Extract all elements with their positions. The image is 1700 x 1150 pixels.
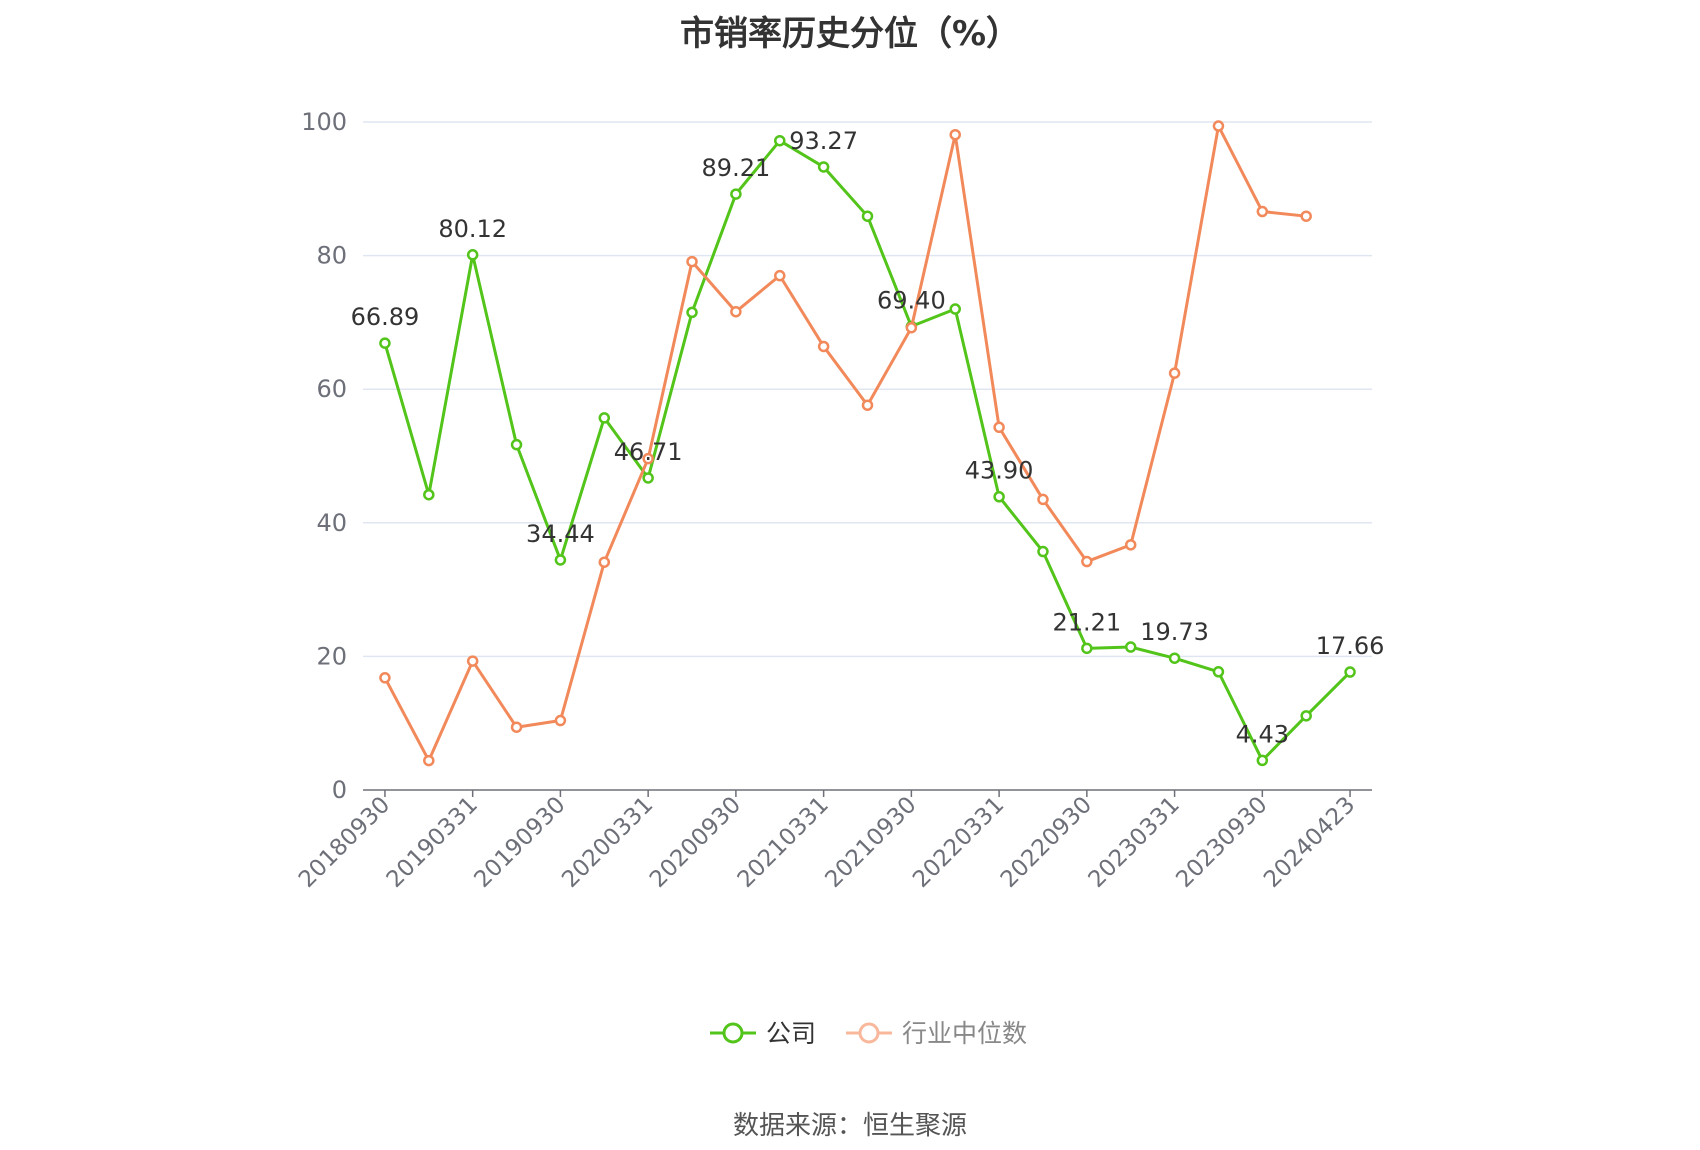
- data-label: 69.40: [877, 286, 946, 314]
- data-point[interactable]: [642, 452, 654, 465]
- data-point[interactable]: [1124, 539, 1137, 551]
- data-point[interactable]: [598, 556, 611, 568]
- y-tick-label: 0: [332, 776, 347, 804]
- data-point[interactable]: [554, 554, 567, 566]
- x-tick-label: 20230331: [1084, 792, 1185, 893]
- data-point[interactable]: [510, 721, 523, 733]
- y-tick-label: 80: [316, 242, 347, 270]
- x-tick-label: 20220331: [908, 792, 1009, 893]
- x-tick-label: 20190331: [382, 792, 483, 893]
- x-tick-label: 20200930: [645, 792, 746, 893]
- data-label: 21.21: [1052, 608, 1121, 636]
- series-line-1: [383, 124, 1307, 763]
- chart-title: 市销率历史分位（%）: [679, 14, 1021, 54]
- legend-marker: [722, 1022, 744, 1044]
- data-point[interactable]: [905, 321, 918, 334]
- grid-layer: [363, 121, 1372, 658]
- legend-label: 公司: [766, 1019, 816, 1048]
- data-label: 4.43: [1236, 720, 1289, 748]
- data-label: 17.66: [1316, 632, 1385, 660]
- data-point[interactable]: [993, 490, 1005, 503]
- data-point[interactable]: [1168, 652, 1181, 664]
- data-point[interactable]: [1124, 641, 1137, 653]
- data-label: 66.89: [351, 303, 420, 331]
- data-point[interactable]: [598, 412, 611, 424]
- data-label: 93.27: [789, 127, 858, 155]
- data-point[interactable]: [730, 188, 742, 200]
- data-point[interactable]: [730, 305, 742, 318]
- data-point[interactable]: [686, 306, 698, 319]
- y-tick-label: 100: [301, 108, 347, 136]
- data-point[interactable]: [554, 714, 567, 727]
- data-point[interactable]: [1212, 666, 1225, 678]
- x-tick-label: 20190930: [469, 792, 570, 893]
- y-tick-label: 20: [316, 642, 347, 670]
- label-layer: 66.89 80.12 34.44 46.71 89.21 93.27 69.40 43.90…: [351, 127, 1385, 748]
- data-point[interactable]: [642, 472, 654, 484]
- x-tick-label: 20220930: [996, 792, 1097, 893]
- data-point[interactable]: [774, 134, 786, 147]
- data-point[interactable]: [817, 340, 830, 353]
- data-label: 46.71: [614, 438, 683, 466]
- data-point[interactable]: [1168, 367, 1181, 379]
- data-source: 数据来源：恒生聚源: [732, 1111, 967, 1141]
- x-tick-label: 20240423: [1259, 792, 1360, 893]
- data-point[interactable]: [1081, 642, 1093, 655]
- data-point[interactable]: [774, 269, 786, 282]
- data-point[interactable]: [1300, 210, 1312, 222]
- data-point[interactable]: [379, 337, 391, 349]
- data-point[interactable]: [1037, 545, 1049, 558]
- x-tick-label: 20180930: [294, 792, 395, 893]
- data-label: 89.21: [702, 154, 771, 182]
- data-point[interactable]: [379, 672, 391, 684]
- x-tick-label: 20210331: [733, 792, 834, 893]
- legend-marker: [858, 1022, 880, 1044]
- x-tick-label: 20200331: [557, 792, 658, 893]
- data-point[interactable]: [1300, 710, 1312, 722]
- legend[interactable]: 公司 行业中位数: [710, 1019, 1027, 1048]
- legend-item-0[interactable]: 公司: [710, 1019, 816, 1048]
- legend-label: 行业中位数: [902, 1019, 1027, 1048]
- data-point[interactable]: [1081, 555, 1093, 568]
- y-tick-label: 60: [316, 375, 347, 403]
- data-point[interactable]: [949, 303, 961, 315]
- y-tick-label: 40: [316, 509, 347, 537]
- data-point[interactable]: [466, 655, 479, 667]
- data-point[interactable]: [686, 255, 698, 268]
- data-point[interactable]: [1212, 120, 1225, 132]
- data-point[interactable]: [423, 754, 435, 767]
- data-point[interactable]: [1256, 205, 1269, 218]
- data-label: 34.44: [526, 520, 595, 548]
- data-point[interactable]: [423, 488, 435, 501]
- data-point[interactable]: [993, 421, 1005, 434]
- series-layer: [379, 120, 1356, 767]
- data-point[interactable]: [1037, 493, 1049, 506]
- data-point[interactable]: [861, 399, 874, 411]
- data-label: 80.12: [438, 215, 507, 243]
- data-label: 43.90: [965, 457, 1034, 485]
- data-point[interactable]: [949, 128, 961, 141]
- series-line-0: [383, 139, 1352, 762]
- legend-item-1[interactable]: 行业中位数: [846, 1019, 1027, 1048]
- x-tick-label: 20210930: [820, 792, 921, 893]
- x-tick-label: 20230930: [1171, 792, 1272, 893]
- data-point[interactable]: [466, 249, 479, 261]
- data-point[interactable]: [510, 438, 523, 451]
- data-point[interactable]: [1344, 666, 1356, 678]
- data-point[interactable]: [1256, 754, 1269, 767]
- data-label: 19.73: [1140, 618, 1209, 646]
- data-point[interactable]: [817, 161, 830, 173]
- data-point[interactable]: [861, 210, 874, 222]
